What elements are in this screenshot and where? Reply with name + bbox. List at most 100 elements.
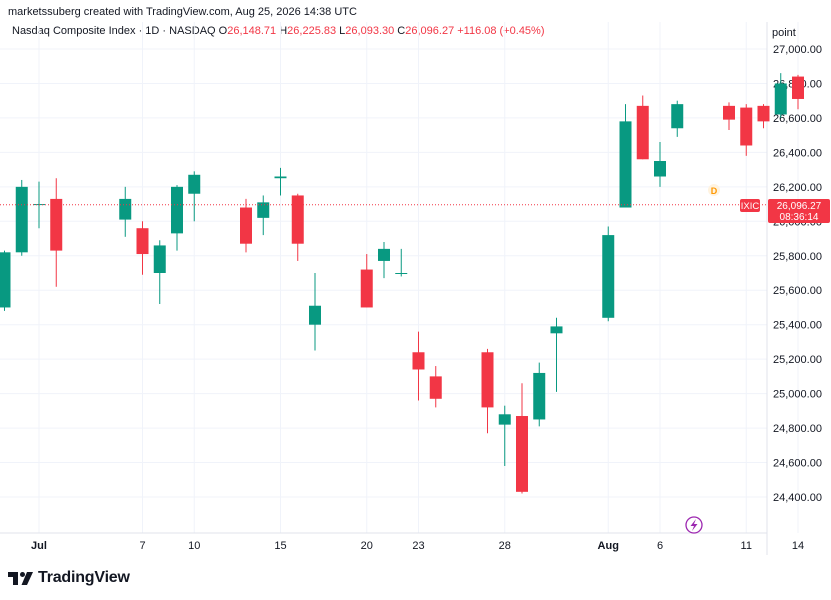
candle-body bbox=[481, 352, 494, 408]
candle-body bbox=[171, 186, 183, 234]
time-tick-label: 7 bbox=[139, 540, 145, 552]
candle-up bbox=[774, 73, 787, 118]
candle-up bbox=[274, 167, 287, 196]
candle-down bbox=[360, 254, 373, 308]
time-tick-label: 11 bbox=[741, 540, 752, 552]
time-tick-label: Jul bbox=[31, 540, 47, 552]
last-price-value: 26,096.27 bbox=[777, 201, 822, 212]
candle-body bbox=[671, 104, 684, 129]
candle-up bbox=[188, 171, 201, 222]
candle-up bbox=[671, 100, 684, 137]
candle-body bbox=[619, 121, 632, 208]
candle-body bbox=[119, 198, 132, 220]
candle-up bbox=[602, 226, 615, 322]
price-tick-label: 24,600.00 bbox=[773, 458, 822, 470]
candle-down bbox=[291, 193, 304, 261]
candle-body bbox=[136, 228, 149, 255]
candle-down bbox=[240, 198, 252, 253]
candle-body bbox=[533, 372, 546, 420]
last-price-label[interactable]: IXIC 26,096.27 08:36:14 bbox=[740, 199, 830, 223]
candle-up bbox=[257, 195, 270, 236]
candle-up bbox=[654, 142, 666, 187]
candle-up bbox=[119, 186, 132, 237]
candle-body bbox=[50, 198, 63, 251]
price-tick-label: 24,800.00 bbox=[773, 423, 822, 435]
price-tick-label: 26,600.00 bbox=[773, 113, 822, 125]
candle-body bbox=[291, 195, 304, 244]
open-value: 26,148.71 bbox=[227, 25, 277, 37]
candle-body bbox=[395, 273, 408, 274]
candle-up bbox=[171, 185, 183, 251]
price-tick-label: 26,200.00 bbox=[773, 182, 822, 194]
price-tick-label: 25,800.00 bbox=[773, 251, 822, 263]
high-label: H bbox=[279, 25, 288, 37]
tradingview-logo-icon bbox=[8, 572, 33, 585]
time-axis-labels[interactable]: Jul71015202328Aug61114192427 bbox=[31, 540, 831, 552]
candle-body bbox=[792, 76, 804, 99]
candle-body bbox=[723, 105, 735, 120]
tradingview-brand[interactable]: TradingView bbox=[8, 569, 130, 587]
legend-ohlc: Nasdaq Composite Index · 1D · NASDAQ O26… bbox=[12, 25, 545, 37]
candle-body bbox=[516, 416, 528, 492]
close-value: 26,096.27 bbox=[405, 25, 455, 37]
candle-body bbox=[240, 207, 252, 244]
candle-body bbox=[15, 186, 28, 253]
change-value: +116.08 (+0.45%) bbox=[457, 25, 545, 37]
candle-down bbox=[429, 366, 442, 408]
low-label: L bbox=[339, 25, 346, 37]
candle-body bbox=[740, 107, 753, 146]
last-price-ticker: IXIC bbox=[741, 201, 760, 212]
last-price-countdown: 08:36:14 bbox=[780, 212, 819, 223]
candle-body bbox=[654, 161, 666, 177]
dividend-marker-label: D bbox=[711, 186, 718, 196]
price-tick-label: 25,400.00 bbox=[773, 320, 822, 332]
candle-body bbox=[429, 376, 442, 399]
candle-down bbox=[516, 383, 528, 494]
candle-body bbox=[188, 174, 201, 194]
price-tick-label: 27,000.00 bbox=[773, 44, 822, 56]
candle-down bbox=[136, 221, 149, 275]
time-tick-label: 28 bbox=[499, 540, 511, 552]
price-tick-label: 25,000.00 bbox=[773, 389, 822, 401]
candle-down bbox=[636, 95, 649, 160]
candle-up bbox=[0, 250, 11, 311]
price-tick-label: 25,200.00 bbox=[773, 354, 822, 366]
candle-body bbox=[412, 352, 425, 370]
candle-up bbox=[153, 240, 166, 305]
candle-down bbox=[723, 102, 735, 130]
time-tick-label: 23 bbox=[412, 540, 424, 552]
candle-down bbox=[740, 104, 753, 156]
time-tick-label: 14 bbox=[792, 540, 804, 552]
symbol-title[interactable]: Nasdaq Composite Index · 1D · NASDAQ bbox=[12, 25, 216, 37]
candle-body bbox=[774, 83, 787, 115]
candle-up bbox=[378, 241, 390, 279]
price-tick-label: 26,400.00 bbox=[773, 147, 822, 159]
scale-mode-label[interactable]: point bbox=[772, 27, 796, 39]
candle-body bbox=[309, 305, 321, 325]
price-tick-label: 25,600.00 bbox=[773, 285, 822, 297]
lightning-icon[interactable] bbox=[685, 516, 703, 534]
time-tick-label: 15 bbox=[274, 540, 286, 552]
grid-layer bbox=[0, 22, 799, 533]
candle-down bbox=[412, 331, 425, 401]
candle-up bbox=[15, 179, 28, 256]
candle-body bbox=[602, 235, 615, 318]
candle-body bbox=[153, 245, 166, 273]
candle-down bbox=[792, 74, 804, 110]
dividend-marker[interactable]: D bbox=[708, 184, 720, 196]
candle-body bbox=[360, 269, 373, 308]
candle-body bbox=[498, 414, 511, 425]
candle-body bbox=[274, 176, 287, 179]
candle-up bbox=[309, 273, 321, 351]
candle-body bbox=[257, 202, 270, 218]
time-tick-label: 6 bbox=[657, 540, 663, 552]
open-label: O bbox=[218, 25, 228, 37]
candle-up bbox=[619, 104, 632, 208]
candle-up bbox=[533, 362, 546, 427]
low-value: 26,093.30 bbox=[345, 25, 395, 37]
price-tick-label: 24,400.00 bbox=[773, 492, 822, 504]
candle-body bbox=[550, 326, 563, 334]
time-tick-label: 20 bbox=[361, 540, 373, 552]
chart-credit: marketssuberg created with TradingView.c… bbox=[8, 6, 357, 18]
